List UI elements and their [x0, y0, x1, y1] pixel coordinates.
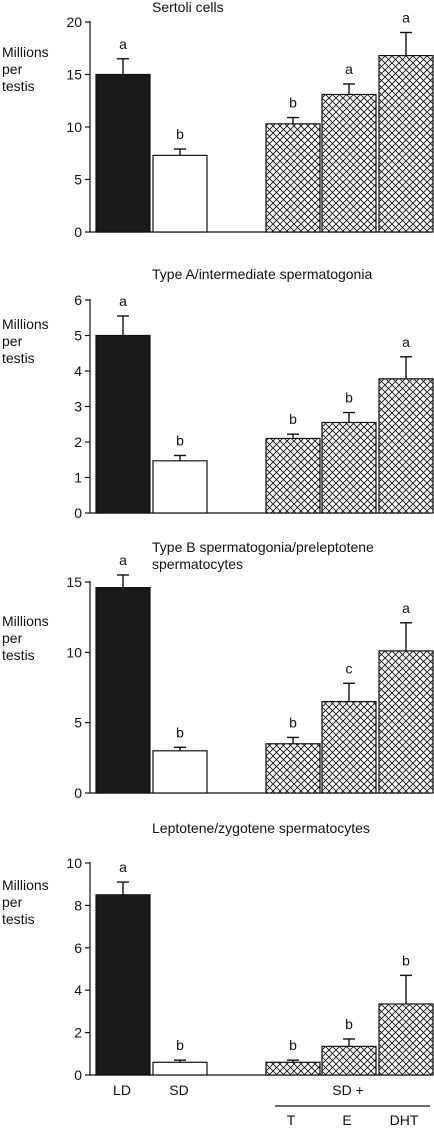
chart-panel-3: Type B spermatogonia/preleptotene spermat… [2, 539, 434, 801]
y-axis-label: Millions [2, 316, 49, 332]
bar-sd [152, 460, 208, 514]
significance-letter: a [119, 859, 127, 875]
x-label-e: E [342, 1112, 351, 1128]
y-tick-label: 0 [74, 224, 82, 240]
bar-dht [378, 650, 434, 794]
bar-dht [378, 378, 434, 514]
bar-ld [95, 587, 151, 794]
y-tick-label: 5 [74, 328, 82, 344]
significance-letter: b [345, 390, 353, 406]
x-label-dht: DHT [390, 1112, 419, 1128]
y-tick-label: 0 [74, 1067, 82, 1083]
y-tick-label: 0 [74, 505, 82, 521]
chart-panel-2: Type A/intermediate spermatogonia Million… [2, 266, 434, 521]
y-axis-label: per [2, 894, 23, 910]
bar-t [265, 743, 321, 794]
significance-letter: b [176, 1037, 184, 1053]
y-tick-label: 1 [74, 470, 82, 486]
significance-letter: b [345, 1016, 353, 1032]
bar-e [321, 421, 377, 514]
panel-title: Sertoli cells [152, 0, 224, 15]
significance-letter: a [345, 61, 353, 77]
y-tick-label: 10 [66, 119, 82, 135]
panel-title-line: Sertoli cells [152, 0, 224, 15]
y-tick-label: 4 [74, 982, 82, 998]
y-tick-label: 8 [74, 897, 82, 913]
bar-e [321, 1045, 377, 1076]
bar-dht [378, 1003, 434, 1076]
y-tick-label: 15 [66, 574, 82, 590]
significance-letter: b [289, 411, 297, 427]
y-axis-label: testis [2, 647, 35, 663]
y-tick-label: 10 [66, 644, 82, 660]
bar-e [321, 93, 377, 233]
panel-title: Leptotene/zygotene spermatocytes [152, 820, 370, 836]
y-tick-label: 5 [74, 715, 82, 731]
y-tick-label: 4 [74, 363, 82, 379]
y-axis-label: testis [2, 350, 35, 366]
y-axis-label: Millions [2, 613, 49, 629]
y-axis-label: Millions [2, 877, 49, 893]
panel-title: Type A/intermediate spermatogonia [152, 266, 372, 282]
significance-letter: a [402, 10, 410, 26]
significance-letter: b [176, 432, 184, 448]
y-tick-label: 20 [66, 14, 82, 30]
bar-t [265, 123, 321, 233]
bar-e [321, 700, 377, 794]
y-tick-label: 15 [66, 67, 82, 83]
y-tick-label: 3 [74, 399, 82, 415]
panel-title-line: Type B spermatogonia/preleptotene [152, 539, 374, 555]
significance-letter: a [402, 600, 410, 616]
panel-title-line: Leptotene/zygotene spermatocytes [152, 820, 370, 836]
chart-panel-4: Leptotene/zygotene spermatocytes Millions… [2, 820, 434, 1083]
bar-sd [152, 154, 208, 233]
y-axis-label: Millions [2, 44, 49, 60]
y-axis-label: testis [2, 911, 35, 927]
y-axis-label: per [2, 61, 23, 77]
x-label-ld: LD [113, 1082, 131, 1098]
significance-letter: b [289, 95, 297, 111]
significance-letter: a [402, 334, 410, 350]
panel-title-line: spermatocytes [152, 556, 243, 572]
y-tick-label: 6 [74, 940, 82, 956]
x-label-sd: SD [169, 1082, 188, 1098]
bar-sd [152, 1061, 208, 1076]
significance-letter: b [176, 126, 184, 142]
x-label-sd-plus: SD + [332, 1082, 364, 1098]
y-tick-label: 10 [66, 855, 82, 871]
significance-letter: a [119, 293, 127, 309]
x-axis-labels: LD SD SD + T E DHT [113, 1082, 430, 1128]
y-axis-label: per [2, 630, 23, 646]
bar-t [265, 437, 321, 514]
y-tick-label: 5 [74, 172, 82, 188]
significance-letter: b [402, 952, 410, 968]
significance-letter: b [289, 714, 297, 730]
y-tick-label: 2 [74, 434, 82, 450]
bar-dht [378, 54, 434, 233]
x-label-t: T [287, 1112, 296, 1128]
bar-t [265, 1061, 321, 1076]
significance-letter: c [346, 660, 353, 676]
bar-ld [95, 73, 151, 233]
y-axis-label: per [2, 333, 23, 349]
panel-title: Type B spermatogonia/preleptotene spermat… [152, 539, 374, 572]
significance-letter: a [119, 36, 127, 52]
significance-letter: b [176, 724, 184, 740]
bar-ld [95, 334, 151, 514]
y-tick-label: 0 [74, 785, 82, 801]
bar-ld [95, 894, 151, 1076]
y-tick-label: 6 [74, 292, 82, 308]
y-tick-label: 2 [74, 1025, 82, 1041]
significance-letter: a [119, 552, 127, 568]
y-axis-label: testis [2, 78, 35, 94]
bar-sd [152, 750, 208, 794]
chart-panels: Sertoli cellsMillionspertestis05101520ab… [2, 0, 434, 1083]
panel-title-line: Type A/intermediate spermatogonia [152, 266, 372, 282]
significance-letter: b [289, 1037, 297, 1053]
